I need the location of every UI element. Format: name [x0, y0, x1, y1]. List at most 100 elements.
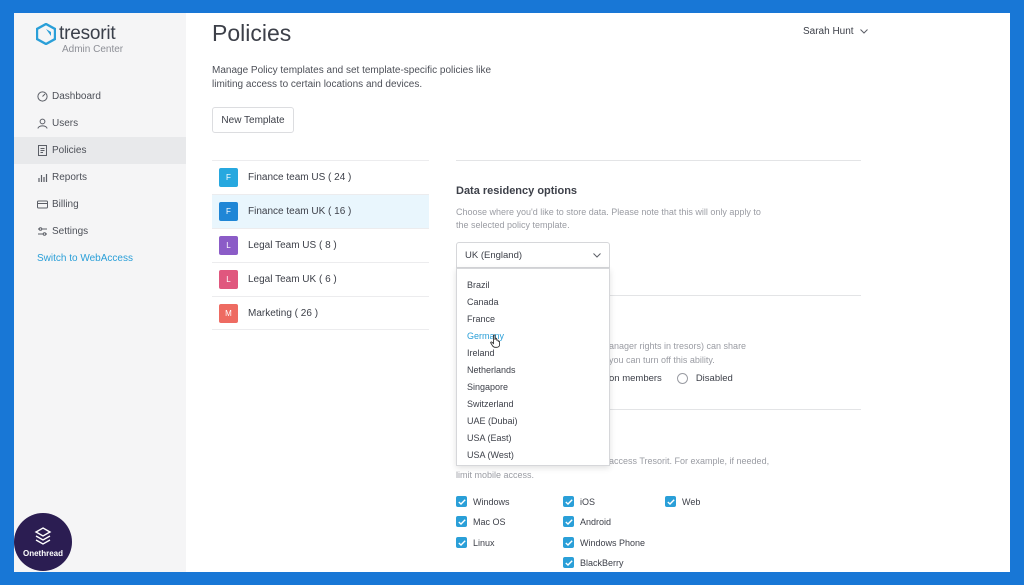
policy-icon: [37, 145, 48, 156]
checkbox-android[interactable]: Android: [563, 516, 611, 527]
reports-icon: [37, 172, 48, 183]
dropdown-option[interactable]: Singapore: [467, 381, 509, 392]
sidebar-item-policies[interactable]: Policies: [14, 137, 186, 164]
divider: [456, 295, 861, 296]
new-template-button[interactable]: New Template: [212, 107, 294, 133]
divider: [456, 409, 861, 410]
radio-disabled[interactable]: [676, 373, 688, 384]
checkbox-checked-icon: [456, 516, 467, 527]
checkbox-checked-icon: [563, 496, 574, 507]
sidebar-item-label: Users: [52, 118, 79, 129]
page-title: Policies: [212, 20, 292, 46]
sharing-help-line1: anager rights in tresors) can share: [609, 341, 747, 351]
sharing-help-line2: you can turn off this ability.: [609, 355, 715, 365]
template-item[interactable]: L Legal Team US ( 8 ): [212, 228, 429, 262]
checkbox-label: Mac OS: [473, 516, 506, 527]
billing-icon: [37, 199, 48, 210]
app-window: tresorit Admin Center Dashboard Users P: [14, 13, 1010, 572]
checkbox-label: iOS: [580, 496, 596, 507]
sidebar-item-users[interactable]: Users: [14, 110, 186, 137]
logo-text: tresorit: [59, 23, 116, 44]
user-icon: [37, 118, 48, 129]
radio-members-label[interactable]: on members: [609, 373, 662, 384]
sidebar-item-dashboard[interactable]: Dashboard: [14, 83, 186, 110]
checkbox-windows-phone[interactable]: Windows Phone: [563, 537, 645, 548]
template-name: Finance team US ( 24 ): [248, 172, 352, 183]
divider: [456, 160, 861, 161]
checkbox-label: Windows: [473, 496, 510, 507]
checkbox-linux[interactable]: Linux: [456, 537, 495, 548]
template-name: Legal Team US ( 8 ): [248, 240, 337, 251]
data-residency-select[interactable]: UK (England): [456, 242, 610, 268]
sidebar: tresorit Admin Center Dashboard Users P: [14, 13, 186, 572]
template-name: Finance team UK ( 16 ): [248, 206, 352, 217]
template-list: F Finance team US ( 24 ) F Finance team …: [212, 160, 429, 330]
template-avatar: L: [219, 270, 238, 289]
onethread-label: Onethread: [22, 549, 63, 558]
onethread-watermark: Onethread: [14, 513, 72, 571]
logo[interactable]: tresorit: [36, 23, 116, 45]
checkbox-label: Windows Phone: [580, 537, 646, 548]
template-avatar: L: [219, 236, 238, 255]
template-avatar: F: [219, 202, 238, 221]
sidebar-item-label: Reports: [52, 172, 88, 183]
dropdown-option[interactable]: Ireland: [467, 347, 495, 358]
devices-help-line1: access Tresorit. For example, if needed,: [609, 456, 770, 466]
dropdown-option[interactable]: Netherlands: [467, 364, 516, 375]
sidebar-item-reports[interactable]: Reports: [14, 164, 186, 191]
dropdown-option-hovered[interactable]: Germany: [467, 330, 505, 341]
dropdown-option[interactable]: Canada: [467, 296, 499, 307]
checkbox-checked-icon: [563, 516, 574, 527]
template-name: Marketing ( 26 ): [248, 307, 319, 319]
template-avatar: M: [219, 303, 238, 323]
sidebar-nav: Dashboard Users Policies Reports: [14, 83, 186, 272]
checkbox-label: BlackBerry: [580, 557, 624, 568]
dropdown-option[interactable]: USA (East): [467, 432, 512, 443]
checkbox-web[interactable]: Web: [665, 496, 700, 507]
template-name: Legal Team UK ( 6 ): [248, 274, 337, 285]
template-item-selected[interactable]: F Finance team UK ( 16 ): [212, 194, 429, 228]
dropdown-option[interactable]: France: [467, 313, 496, 324]
checkbox-windows[interactable]: Windows: [456, 496, 510, 507]
template-avatar: F: [219, 168, 238, 187]
dropdown-option[interactable]: USA (West): [467, 449, 514, 460]
checkbox-macos[interactable]: Mac OS: [456, 516, 506, 527]
tresorit-logo-icon: [36, 23, 56, 45]
template-item[interactable]: M Marketing ( 26 ): [212, 296, 429, 330]
sidebar-item-label: Billing: [52, 199, 79, 210]
checkbox-ios[interactable]: iOS: [563, 496, 595, 507]
page-description: Manage Policy templates and set template…: [212, 65, 492, 90]
sharing-radio-group: on members Disabled: [609, 373, 733, 384]
checkbox-checked-icon: [563, 537, 574, 548]
sidebar-item-label: Policies: [52, 145, 87, 156]
sidebar-item-billing[interactable]: Billing: [14, 191, 186, 218]
logo-subtitle: Admin Center: [62, 44, 124, 55]
data-residency-title: Data residency options: [456, 185, 578, 197]
user-name: Sarah Hunt: [803, 26, 854, 37]
template-item[interactable]: F Finance team US ( 24 ): [212, 160, 429, 194]
onethread-logo-icon: [34, 527, 52, 545]
checkbox-checked-icon: [563, 557, 574, 568]
selected-value: UK (England): [465, 249, 523, 261]
chevron-down-icon: [859, 29, 868, 34]
checkbox-label: Android: [580, 516, 612, 527]
data-residency-dropdown: Brazil Canada France Germany Ireland Net…: [456, 268, 610, 466]
dropdown-option[interactable]: Switzerland: [467, 398, 514, 409]
radio-disabled-label[interactable]: Disabled: [695, 373, 733, 384]
template-item[interactable]: L Legal Team UK ( 6 ): [212, 262, 429, 296]
switch-to-webaccess-link[interactable]: Switch to WebAccess: [37, 253, 133, 264]
sidebar-item-label: Settings: [52, 226, 89, 237]
dropdown-option[interactable]: UAE (Dubai): [467, 415, 518, 426]
checkbox-checked-icon: [456, 537, 467, 548]
user-menu[interactable]: Sarah Hunt: [803, 26, 868, 37]
checkbox-blackberry[interactable]: BlackBerry: [563, 557, 624, 568]
checkbox-checked-icon: [456, 496, 467, 507]
sidebar-item-settings[interactable]: Settings: [14, 218, 186, 245]
data-residency-help: Choose where you'd like to store data. P…: [456, 207, 761, 230]
chevron-down-icon: [593, 252, 601, 258]
checkbox-checked-icon: [665, 496, 676, 507]
checkbox-label: Linux: [473, 537, 495, 548]
dashboard-icon: [37, 91, 48, 102]
dropdown-option[interactable]: Brazil: [467, 279, 490, 290]
sidebar-item-label: Dashboard: [52, 91, 101, 102]
